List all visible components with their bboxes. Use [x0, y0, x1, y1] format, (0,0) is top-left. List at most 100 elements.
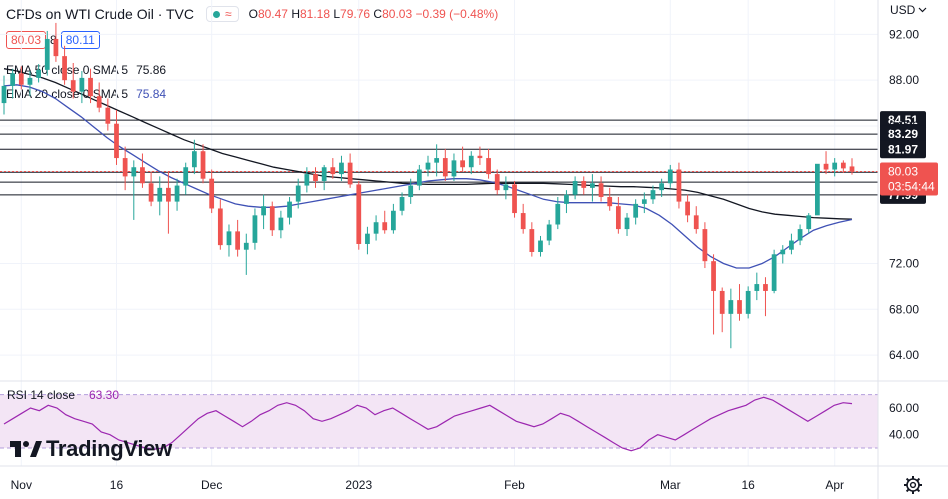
candle-body — [261, 206, 266, 216]
volatility-icon: ≈ — [225, 7, 232, 21]
y-tick-label: 92.00 — [889, 27, 919, 41]
candle-body — [391, 210, 396, 231]
x-tick-label: 16 — [110, 478, 124, 492]
sell-button[interactable]: 80.03 — [6, 31, 47, 49]
candle-body — [529, 229, 535, 252]
trade-buttons: 80.03 8 80.11 — [6, 31, 100, 49]
candle-body — [711, 261, 716, 291]
symbol-title[interactable]: CFDs on WTI Crude Oil · TVC — [6, 6, 194, 22]
candle-body — [806, 215, 812, 230]
time-axis: Nov 16 Dec 2023 Feb Mar 16 Apr — [11, 478, 844, 492]
y-tick-label: 64.00 — [889, 348, 919, 362]
candle-body — [339, 162, 344, 175]
x-tick-label: Apr — [825, 478, 844, 492]
currency-selector[interactable]: USD — [890, 3, 927, 17]
candle-body — [166, 187, 171, 202]
level-label: 77.99 — [888, 188, 918, 202]
candle-body — [615, 206, 621, 230]
ema50-legend[interactable]: EMA 50 close 0 SMA 5 75.86 — [6, 63, 166, 77]
candle-body — [191, 151, 197, 168]
candle-body — [624, 217, 630, 230]
candle-body — [183, 167, 189, 186]
candle-body — [633, 203, 639, 218]
candle-body — [477, 155, 483, 159]
candle-body — [408, 185, 414, 198]
buy-button[interactable]: 80.11 — [60, 31, 100, 49]
candle-body — [460, 160, 465, 168]
rsi-tick-label: 60.00 — [889, 401, 919, 415]
ema50-label: EMA 50 close 0 SMA 5 — [6, 63, 129, 77]
candle-body — [382, 222, 388, 231]
candle-body — [780, 249, 786, 255]
candle-body — [399, 197, 405, 211]
candle-body — [771, 254, 777, 291]
ema20-value: 75.84 — [136, 87, 167, 101]
candle-body — [702, 229, 708, 262]
countdown-label: 03:54:44 — [888, 179, 935, 193]
candle-body — [217, 208, 223, 246]
ema50-value: 75.86 — [136, 63, 167, 77]
candle-body — [486, 158, 491, 175]
ohlc-value: 79.76 — [340, 7, 374, 21]
last-price-label: 80.03 — [888, 164, 918, 178]
y-tick-label: 68.00 — [889, 302, 919, 316]
candle-body — [200, 151, 206, 179]
candle-body — [503, 184, 509, 191]
y-tick-label: 72.00 — [889, 256, 919, 270]
spread-value: 8 — [50, 33, 57, 47]
candle-body — [252, 215, 258, 243]
gear-icon[interactable] — [903, 475, 923, 495]
candle-body — [763, 284, 768, 291]
x-tick-label: 2023 — [345, 478, 372, 492]
chevron-down-icon — [918, 7, 927, 13]
candle-body — [295, 185, 301, 202]
candle-body — [425, 162, 431, 170]
chart-header: CFDs on WTI Crude Oil · TVC ≈ O80.47 H81… — [6, 4, 498, 24]
candle-body — [122, 158, 128, 177]
ohlc-value: 80.03 — [382, 7, 416, 21]
level-label-box — [880, 185, 926, 204]
level-label: 79.10 — [888, 175, 918, 189]
candle-body — [416, 169, 422, 186]
candle-body — [442, 158, 448, 177]
candle-body — [278, 217, 284, 231]
candle-body — [494, 174, 500, 191]
candle-body — [174, 185, 180, 202]
candle-body — [667, 169, 673, 184]
ema20-line — [3, 84, 853, 269]
candle-body — [27, 77, 33, 85]
candle-body — [650, 190, 656, 200]
market-open-icon — [213, 10, 220, 18]
market-status-badge[interactable]: ≈ — [206, 6, 239, 22]
candle-body — [693, 215, 699, 230]
candle-body — [607, 197, 613, 207]
candle-body — [140, 167, 145, 184]
candle-body — [555, 203, 561, 225]
candle-body — [823, 163, 829, 170]
candle-body — [719, 290, 725, 314]
candle-body — [226, 231, 232, 246]
candle-body — [849, 166, 855, 172]
ohlc-key: H — [291, 7, 300, 21]
tradingview-logo[interactable]: TradingView — [10, 436, 172, 462]
candle-body — [468, 155, 474, 168]
candle-body — [641, 199, 647, 204]
level-label: 84.51 — [888, 113, 918, 127]
candle-body — [572, 180, 578, 195]
ema20-legend[interactable]: EMA 20 close 0 SMA 5 75.84 — [6, 87, 166, 101]
candle-body — [209, 178, 215, 209]
candle-body — [373, 222, 379, 234]
level-label-box — [880, 163, 926, 182]
rsi-label: RSI 14 close — [7, 388, 75, 402]
candle-body — [321, 167, 327, 181]
candle-body — [840, 162, 846, 169]
candle-body — [365, 233, 370, 244]
candle-body — [598, 183, 604, 198]
rsi-tick-label: 40.00 — [889, 428, 919, 442]
candle-body — [728, 300, 734, 314]
candle-body — [659, 183, 665, 191]
candle-body — [287, 201, 292, 218]
candle-body — [797, 229, 803, 241]
candle-body — [105, 107, 111, 124]
